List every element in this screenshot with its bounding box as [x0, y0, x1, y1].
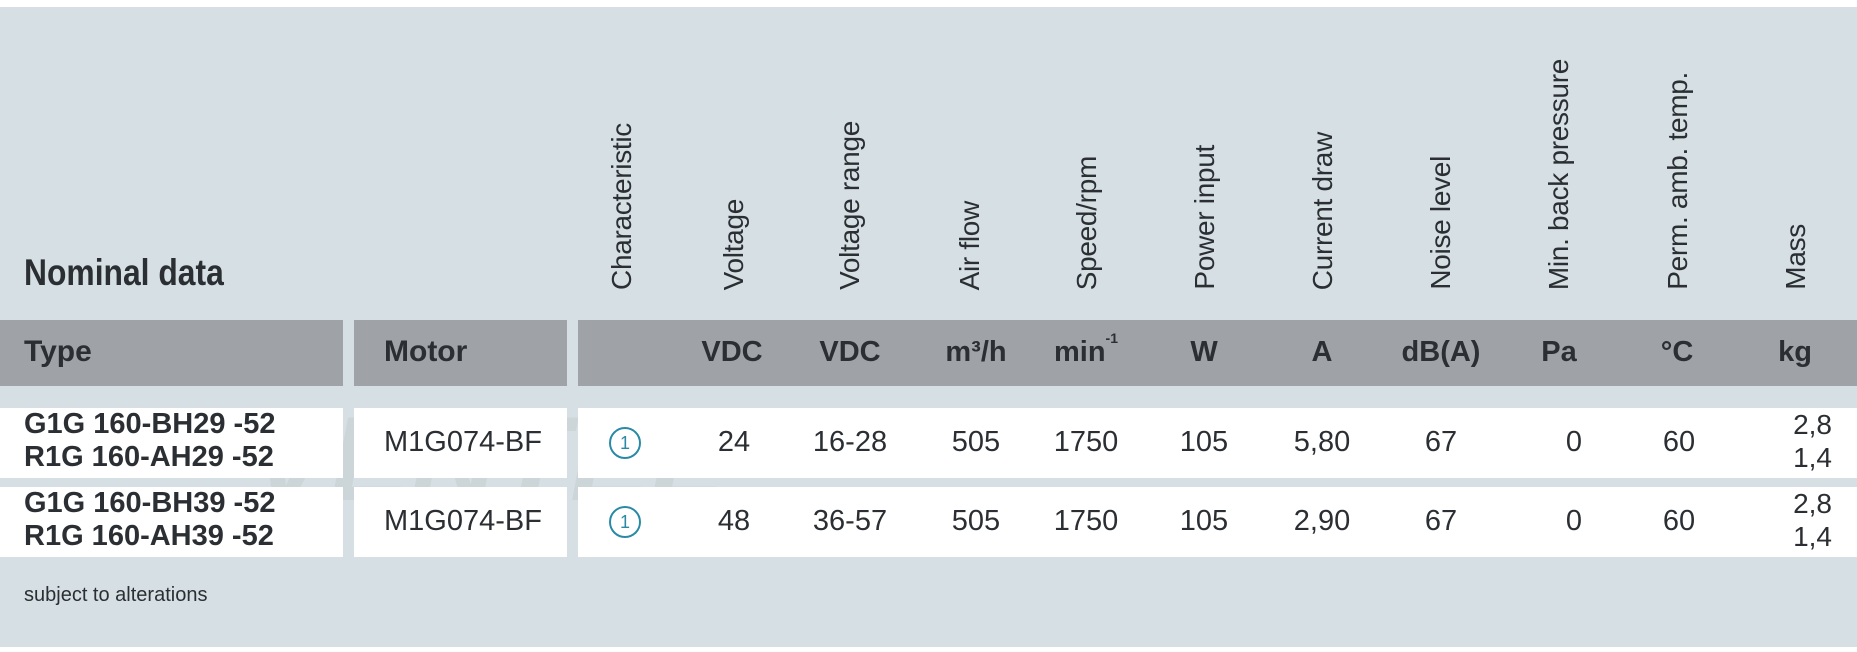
row-2-mass-line-1: 2,8	[1793, 488, 1832, 519]
unit-air-flow: m³/h	[945, 336, 1007, 368]
row-1-bg-values	[578, 408, 1857, 478]
row-1-motor: M1G074-BF	[384, 426, 542, 458]
header-voltage-range: Voltage range	[834, 121, 865, 290]
row-2-bg-type	[0, 487, 343, 557]
unit-perm-amb-temp: °C	[1660, 336, 1694, 368]
header-power-input: Power input	[1189, 145, 1220, 290]
unit-voltage-range: VDC	[819, 336, 881, 368]
row-2-power-input: 105	[1179, 505, 1229, 537]
header-speed: Speed/rpm	[1071, 155, 1102, 290]
row-1-noise-level: 67	[1424, 426, 1458, 458]
table-row-1-type: G1G 160-BH29 -52 R1G 160-AH29 -52	[24, 408, 275, 474]
row-1-bg-type	[0, 408, 343, 478]
row-2-air-flow: 505	[951, 505, 1001, 537]
unit-current-draw: A	[1311, 336, 1333, 368]
unit-power-input: W	[1190, 336, 1218, 368]
row-1-perm-amb-temp: 60	[1662, 426, 1696, 458]
unit-speed: min-1	[1053, 330, 1118, 368]
row-1-air-flow: 505	[951, 426, 1001, 458]
row-2-noise-level: 67	[1424, 505, 1458, 537]
row-2-type-line-1: G1G 160-BH39 -52	[24, 487, 276, 519]
row-1-mass-line-2: 1,4	[1793, 442, 1832, 473]
row-2-type-line-2: R1G 160-AH39 -52	[24, 520, 274, 552]
row-2-bg-motor	[354, 487, 567, 557]
row-2-mass: 2,8 1,4	[1772, 487, 1832, 553]
row-1-bg-motor	[354, 408, 567, 478]
header-characteristic: Characteristic	[606, 123, 637, 290]
header-voltage: Voltage	[718, 198, 749, 290]
row-1-mass: 2,8 1,4	[1772, 408, 1832, 474]
row-2-characteristic-icon: 1	[609, 506, 641, 538]
row-2-mass-line-2: 1,4	[1793, 521, 1832, 552]
row-1-mass-line-1: 2,8	[1793, 409, 1832, 440]
section-title: Nominal data	[24, 252, 224, 293]
row-1-current-draw: 5,80	[1293, 426, 1351, 458]
row-2-perm-amb-temp: 60	[1662, 505, 1696, 537]
row-2-motor: M1G074-BF	[384, 505, 542, 537]
row-1-speed: 1750	[1053, 426, 1119, 458]
table-row-2-type: G1G 160-BH39 -52 R1G 160-AH39 -52	[24, 487, 275, 553]
unit-mass: kg	[1778, 336, 1812, 368]
header-noise-level: Noise level	[1425, 156, 1456, 290]
row-1-characteristic-icon: 1	[609, 427, 641, 459]
unit-type-label: Type	[24, 335, 92, 368]
row-1-type-line-1: G1G 160-BH29 -52	[24, 408, 276, 440]
row-1-voltage: 24	[717, 426, 751, 458]
row-2-voltage-range: 36-57	[812, 505, 888, 537]
row-2-bg-values	[578, 487, 1857, 557]
header-air-flow: Air flow	[954, 200, 985, 290]
unit-bar-type	[0, 320, 343, 386]
header-current-draw: Current draw	[1307, 131, 1338, 290]
unit-noise-level: dB(A)	[1401, 336, 1481, 368]
unit-voltage: VDC	[701, 336, 763, 368]
header-perm-amb-temp: Perm. amb. temp.	[1662, 72, 1693, 290]
row-1-voltage-range: 16-28	[812, 426, 888, 458]
row-1-min-back-pressure: 0	[1565, 426, 1583, 458]
row-2-voltage: 48	[717, 505, 751, 537]
row-2-current-draw: 2,90	[1293, 505, 1351, 537]
footnote: subject to alterations	[24, 584, 208, 606]
row-1-type-line-2: R1G 160-AH29 -52	[24, 441, 274, 473]
unit-bar-motor	[354, 320, 567, 386]
unit-motor-label: Motor	[384, 335, 468, 368]
row-2-speed: 1750	[1053, 505, 1119, 537]
header-mass: Mass	[1780, 224, 1811, 290]
row-2-min-back-pressure: 0	[1565, 505, 1583, 537]
row-1-power-input: 105	[1179, 426, 1229, 458]
header-min-back-pressure: Min. back pressure	[1543, 58, 1574, 290]
unit-bar-values	[578, 320, 1857, 386]
unit-min-back-pressure: Pa	[1541, 336, 1577, 368]
